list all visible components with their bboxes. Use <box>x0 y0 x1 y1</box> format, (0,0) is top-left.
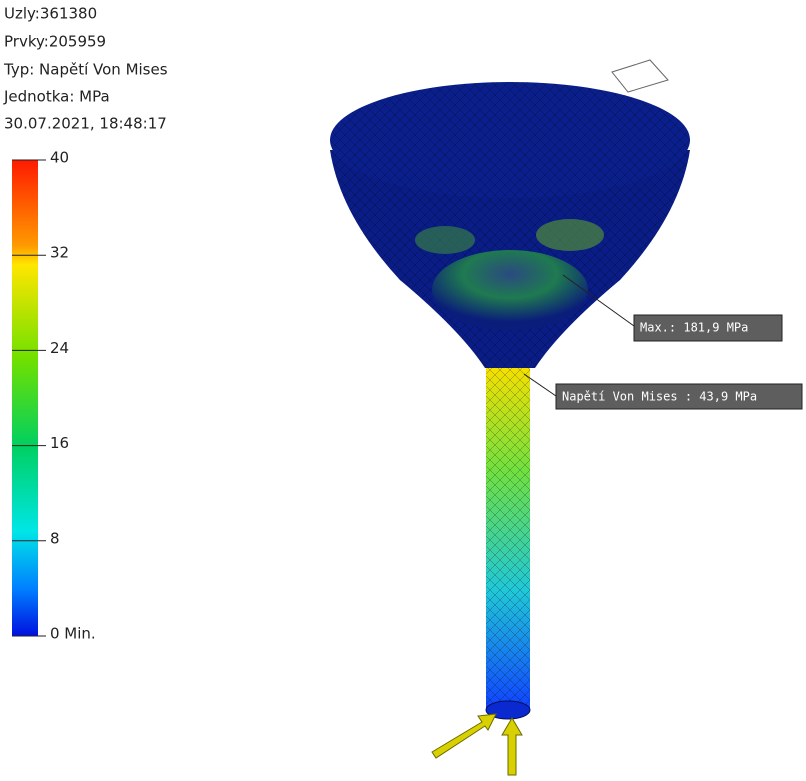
legend-label: 40 <box>50 149 69 167</box>
tag-icon <box>612 60 668 92</box>
stress-zone <box>415 226 475 254</box>
legend-label: 8 <box>50 529 60 547</box>
info-line: Uzly:361380 <box>4 5 97 23</box>
mesh <box>486 368 530 710</box>
info-block: Uzly:361380 Prvky:205959 Typ: Napětí Von… <box>3 5 168 133</box>
load-arrows <box>432 714 522 775</box>
funnel-throat <box>432 250 588 330</box>
legend-label: 0 Min. <box>50 625 96 643</box>
info-line: Prvky:205959 <box>4 33 106 51</box>
page: Uzly:361380 Prvky:205959 Typ: Napětí Von… <box>0 0 806 781</box>
callout-text: Napětí Von Mises : 43,9 MPa <box>562 390 757 404</box>
stress-zone <box>536 219 604 251</box>
mesh <box>330 82 690 198</box>
info-line: 30.07.2021, 18:48:17 <box>4 115 167 133</box>
model <box>330 60 690 775</box>
info-line: Jednotka: MPa <box>3 88 110 106</box>
viewport: Uzly:361380 Prvky:205959 Typ: Napětí Von… <box>0 0 806 781</box>
callout: Napětí Von Mises : 43,9 MPa <box>524 374 802 409</box>
info-line: Typ: Napětí Von Mises <box>3 61 168 79</box>
legend-label: 16 <box>50 434 69 452</box>
color-bar <box>12 160 38 636</box>
color-legend: 40 32 24 16 8 0 Min. <box>12 149 96 643</box>
callout-text: Max.: 181,9 MPa <box>640 321 748 335</box>
legend-label: 24 <box>50 339 69 357</box>
legend-label: 32 <box>50 244 69 262</box>
